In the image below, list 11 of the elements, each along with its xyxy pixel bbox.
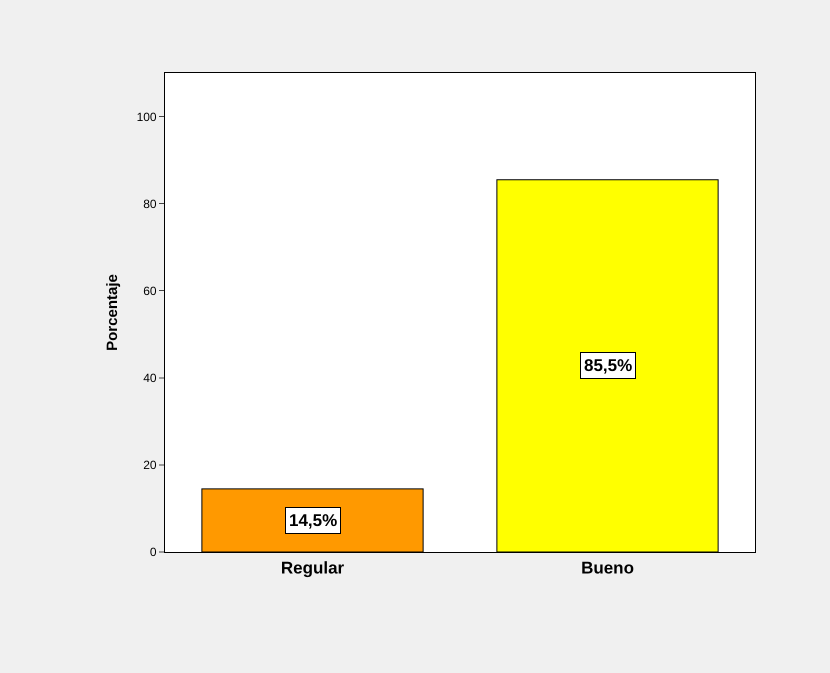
y-tick-label: 0	[150, 545, 157, 560]
y-tick-label: 40	[143, 371, 157, 386]
y-tick-label: 60	[143, 284, 157, 298]
y-axis-title: Porcentaje	[104, 274, 121, 351]
y-tick-label: 100	[136, 110, 157, 124]
data-label: 85,5%	[584, 356, 632, 375]
x-tick-label: Bueno	[581, 558, 634, 578]
y-tick-label: 20	[143, 458, 157, 472]
data-label: 14,5%	[289, 511, 338, 530]
x-tick-label: Regular	[280, 558, 345, 578]
y-tick-label: 80	[143, 196, 157, 211]
